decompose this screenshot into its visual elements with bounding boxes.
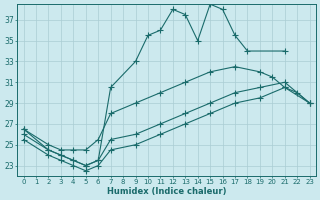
X-axis label: Humidex (Indice chaleur): Humidex (Indice chaleur) [107,187,226,196]
